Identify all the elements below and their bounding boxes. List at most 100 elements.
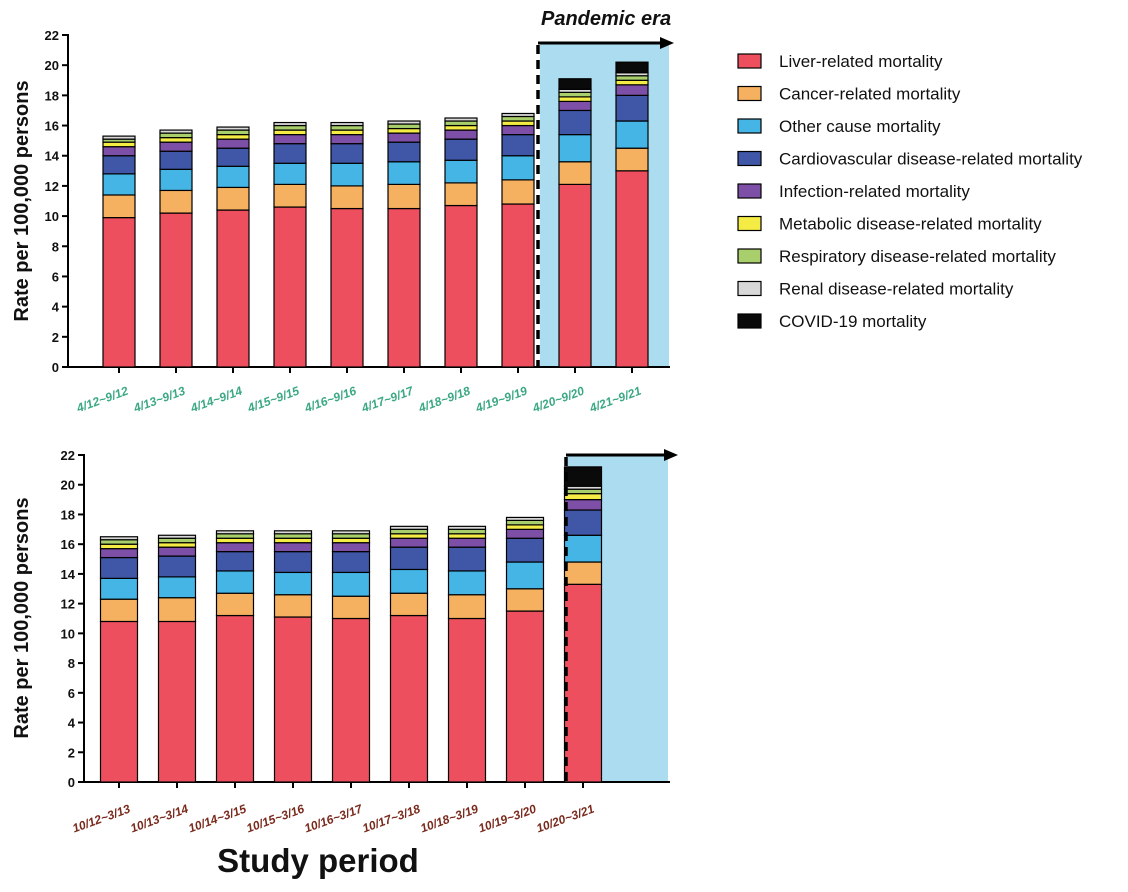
- x-tick-label: 4/15~9/15: [245, 384, 302, 416]
- y-axis-title: Rate per 100,000 persons: [11, 497, 33, 738]
- bar-segment-liver-related-mortality: [273, 206, 307, 368]
- bar-segment-cancer-related-mortality: [387, 183, 421, 210]
- bar-segment-cancer-related-mortality: [102, 194, 136, 219]
- legend-label: Infection-related mortality: [779, 182, 970, 201]
- x-tick-label: 4/13~9/13: [131, 384, 188, 416]
- x-tick-label: 10/17~3/18: [360, 802, 422, 836]
- bar-segment-respiratory-disease-related-mortality: [273, 533, 313, 539]
- bar-segment-other-cause-mortality: [615, 120, 649, 149]
- bar-segment-cancer-related-mortality: [159, 189, 193, 214]
- legend: Liver-related mortality Cancer-related mo…: [737, 52, 1083, 331]
- x-tick-label: 10/20~3/21: [534, 802, 596, 836]
- y-tick-label: 22: [45, 28, 59, 43]
- bar-segment-respiratory-disease-related-mortality: [505, 519, 545, 526]
- bar-segment-respiratory-disease-related-mortality: [331, 533, 371, 539]
- y-tick-label: 18: [61, 507, 75, 522]
- bar-segment-cancer-related-mortality: [447, 594, 487, 620]
- bar-segment-cancer-related-mortality: [273, 183, 307, 208]
- bar-segment-infection-related-mortality: [615, 84, 649, 96]
- bar-segment-infection-related-mortality: [331, 542, 371, 553]
- bar-segment-infection-related-mortality: [159, 141, 193, 152]
- bar-segment-infection-related-mortality: [102, 146, 136, 157]
- panel-bottom: 0 2 4 6 8 10 12 14 16 18 20 22 Rate per 100,000 pers…: [11, 448, 678, 835]
- bar-segment-infection-related-mortality: [330, 134, 364, 145]
- legend-swatch-covid-19-mortality: [737, 313, 762, 329]
- y-tick-label: 4: [52, 300, 60, 315]
- bar-segment-liver-related-mortality: [157, 620, 197, 783]
- bar-segment-metabolic-disease-related-mortality: [215, 537, 255, 544]
- bar-segment-cancer-related-mortality: [558, 161, 592, 186]
- bar-segment-cardiovascular-disease-related-mortality: [615, 94, 649, 122]
- bar-segment-respiratory-disease-related-mortality: [615, 75, 649, 81]
- legend-swatch-cardiovascular-disease-related-mortality: [737, 150, 762, 167]
- y-tick-label: 2: [52, 330, 59, 345]
- bar-segment-cancer-related-mortality: [389, 592, 429, 617]
- bar-segment-infection-related-mortality: [215, 542, 255, 553]
- legend-swatch-other-cause-mortality: [737, 118, 762, 134]
- bar-segment-liver-related-mortality: [389, 614, 429, 783]
- bar-segment-metabolic-disease-related-mortality: [216, 134, 250, 140]
- bar-segment-cardiovascular-disease-related-mortality: [505, 537, 545, 563]
- bar-segment-metabolic-disease-related-mortality: [505, 524, 545, 530]
- bar-segment-metabolic-disease-related-mortality: [501, 120, 535, 127]
- x-tick-label: 10/16~3/17: [302, 801, 365, 835]
- bar-segment-cardiovascular-disease-related-mortality: [558, 109, 592, 136]
- bar-segment-other-cause-mortality: [102, 173, 136, 196]
- y-tick-label: 0: [52, 360, 59, 375]
- y-tick-label: 14: [61, 567, 76, 582]
- bar-segment-liver-related-mortality: [558, 183, 592, 368]
- bar-segment-renal-disease-related-mortality: [159, 129, 193, 134]
- bar-segment-infection-related-mortality: [157, 546, 197, 557]
- bar-segment-cancer-related-mortality: [331, 595, 371, 620]
- bar-segment-cardiovascular-disease-related-mortality: [102, 155, 136, 175]
- bar-segment-metabolic-disease-related-mortality: [330, 129, 364, 136]
- bar-segment-renal-disease-related-mortality: [387, 120, 421, 125]
- bar-segment-other-cause-mortality: [447, 570, 487, 596]
- x-tick-label: 4/12~9/12: [74, 384, 131, 416]
- bar-segment-liver-related-mortality: [447, 617, 487, 783]
- bar-segment-respiratory-disease-related-mortality: [159, 132, 193, 139]
- y-axis-title: Rate per 100,000 persons: [11, 80, 33, 321]
- x-tick-label: 10/15~3/16: [244, 802, 306, 836]
- bar-segment-cardiovascular-disease-related-mortality: [387, 141, 421, 163]
- bar-segment-other-cause-mortality: [273, 162, 307, 185]
- bar-segment-other-cause-mortality: [501, 155, 535, 181]
- y-tick-label: 0: [68, 775, 75, 790]
- bar-segment-metabolic-disease-related-mortality: [444, 124, 478, 131]
- bar-segment-infection-related-mortality: [273, 134, 307, 145]
- bar-segment-cancer-related-mortality: [273, 594, 313, 618]
- bar-segment-cardiovascular-disease-related-mortality: [447, 546, 487, 572]
- y-tick-label: 16: [61, 537, 75, 552]
- bar-segment-other-cause-mortality: [330, 162, 364, 187]
- bar-segment-other-cause-mortality: [563, 534, 603, 563]
- bar-segment-renal-disease-related-mortality: [447, 525, 487, 530]
- bar-segment-cardiovascular-disease-related-mortality: [157, 555, 197, 578]
- y-tick-label: 8: [52, 239, 59, 254]
- y-tick-label: 22: [61, 448, 75, 463]
- bar-segment-respiratory-disease-related-mortality: [501, 115, 535, 122]
- bar-segment-other-cause-mortality: [215, 570, 255, 594]
- bar-segment-cardiovascular-disease-related-mortality: [444, 138, 478, 161]
- bar-segment-infection-related-mortality: [216, 138, 250, 149]
- bar-segment-liver-related-mortality: [563, 583, 603, 783]
- bar-segment-renal-disease-related-mortality: [102, 135, 136, 140]
- bar-segment-liver-related-mortality: [501, 203, 535, 368]
- x-tick-label: 4/17~9/17: [359, 383, 416, 415]
- bar-segment-renal-disease-related-mortality: [273, 530, 313, 535]
- bar-segment-cardiovascular-disease-related-mortality: [273, 551, 313, 574]
- bar-segment-respiratory-disease-related-mortality: [157, 537, 197, 544]
- x-tick-label: 10/19~3/20: [476, 802, 538, 836]
- bar-segment-metabolic-disease-related-mortality: [273, 537, 313, 544]
- legend-label: Other cause mortality: [779, 117, 941, 136]
- y-tick-label: 14: [45, 149, 60, 164]
- bar-segment-infection-related-mortality: [505, 528, 545, 539]
- bar-segment-metabolic-disease-related-mortality: [273, 129, 307, 136]
- bar-segment-cancer-related-mortality: [563, 561, 603, 585]
- bar-segment-respiratory-disease-related-mortality: [444, 120, 478, 127]
- bar-segment-cardiovascular-disease-related-mortality: [216, 147, 250, 167]
- bar-segment-metabolic-disease-related-mortality: [447, 533, 487, 539]
- bar-segment-liver-related-mortality: [216, 209, 250, 368]
- legend-swatch-liver-related-mortality: [737, 53, 762, 69]
- legend-swatch-cancer-related-mortality: [737, 85, 762, 102]
